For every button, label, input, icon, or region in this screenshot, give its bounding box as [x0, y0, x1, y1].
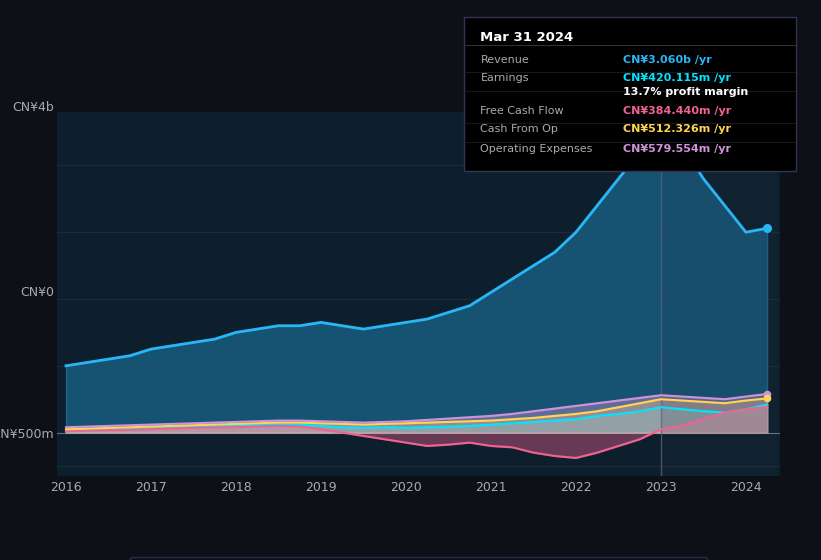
- Text: Mar 31 2024: Mar 31 2024: [480, 31, 574, 44]
- Point: [760, 394, 773, 403]
- Text: Earnings: Earnings: [480, 73, 529, 83]
- Text: 13.7% profit margin: 13.7% profit margin: [623, 87, 749, 97]
- Text: Free Cash Flow: Free Cash Flow: [480, 106, 564, 116]
- Text: CN¥3.060b /yr: CN¥3.060b /yr: [623, 55, 712, 65]
- Text: CN¥384.440m /yr: CN¥384.440m /yr: [623, 106, 732, 116]
- Legend: Revenue, Earnings, Free Cash Flow, Cash From Op, Operating Expenses: Revenue, Earnings, Free Cash Flow, Cash …: [131, 557, 707, 560]
- Text: Revenue: Revenue: [480, 55, 530, 65]
- Text: CN¥579.554m /yr: CN¥579.554m /yr: [623, 144, 732, 154]
- Point: [760, 389, 773, 398]
- Text: CN¥512.326m /yr: CN¥512.326m /yr: [623, 124, 732, 134]
- Text: Cash From Op: Cash From Op: [480, 124, 558, 134]
- FancyBboxPatch shape: [464, 17, 796, 171]
- Text: -CN¥500m: -CN¥500m: [0, 428, 54, 441]
- Text: Operating Expenses: Operating Expenses: [480, 144, 593, 154]
- Point: [760, 224, 773, 233]
- Text: CN¥4b: CN¥4b: [12, 101, 54, 114]
- Text: CN¥420.115m /yr: CN¥420.115m /yr: [623, 73, 732, 83]
- Text: CN¥0: CN¥0: [20, 286, 54, 298]
- Bar: [661, 112, 776, 476]
